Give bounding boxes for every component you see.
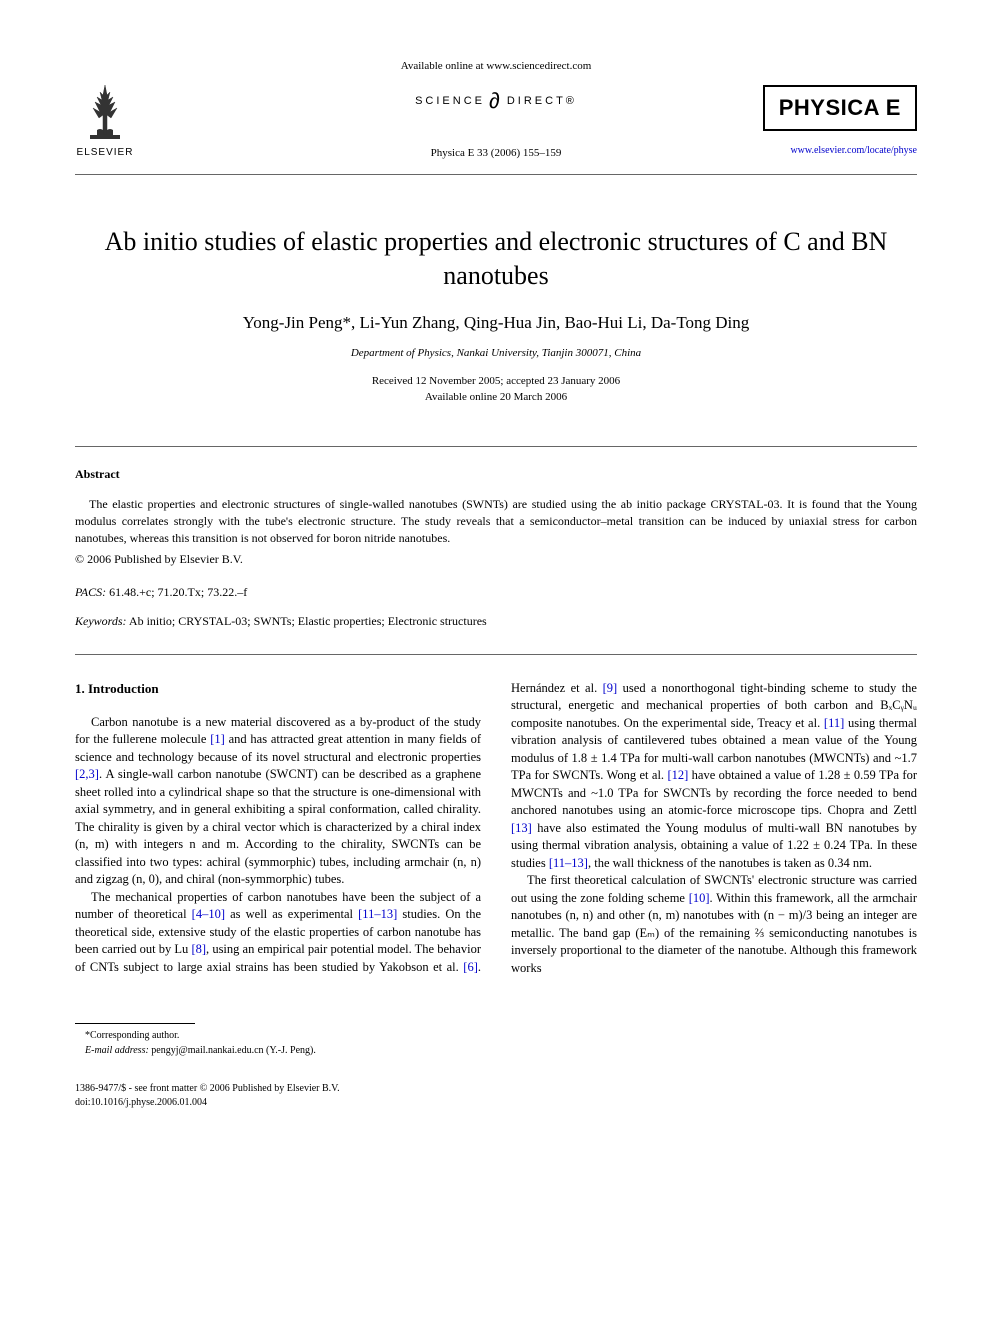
ref-link-11[interactable]: [11–13] [549,856,588,870]
sd-icon: ∂ [489,88,503,114]
physica-e-logo: PHYSICA E [763,85,917,131]
ref-link-5[interactable]: [8] [191,942,206,956]
email-address: pengyj@mail.nankai.edu.cn (Y.-J. Peng). [149,1045,316,1056]
pacs-values: 61.48.+c; 71.20.Tx; 73.22.–f [106,585,247,599]
abstract-section: Abstract The elastic properties and elec… [75,467,917,629]
footnote-divider [75,1023,195,1024]
keywords-label: Keywords: [75,614,127,628]
footer-doi: doi:10.1016/j.physe.2006.01.004 [75,1096,917,1110]
sd-text-right: DIRECT® [507,95,577,107]
header-divider [75,174,917,175]
copyright: © 2006 Published by Elsevier B.V. [75,552,917,567]
article-dates: Received 12 November 2005; accepted 23 J… [75,373,917,406]
article-header: Available online at www.sciencedirect.co… [75,60,917,175]
p2-text-b: as well as experimental [225,907,358,921]
abstract-bottom-divider [75,654,917,655]
section-1-heading: 1. Introduction [75,680,481,698]
pacs-label: PACS: [75,585,106,599]
sd-text-left: SCIENCE [415,95,485,107]
abstract-text: The elastic properties and electronic st… [75,496,917,548]
footer-issn: 1386-9477/$ - see front matter © 2006 Pu… [75,1082,917,1096]
elsevier-tree-icon [75,80,135,145]
email-footnote: E-mail address: pengyj@mail.nankai.edu.c… [75,1043,917,1058]
science-direct-logo: SCIENCE ∂ DIRECT® [415,88,577,114]
ref-link-12[interactable]: [10] [689,891,710,905]
affiliation: Department of Physics, Nankai University… [75,347,917,359]
available-date: Available online 20 March 2006 [75,389,917,406]
ref-link-7[interactable]: [9] [603,681,618,695]
elsevier-logo: ELSEVIER [75,80,135,158]
ref-link-6[interactable]: [6] [463,960,478,974]
paragraph-1: Carbon nanotube is a new material discov… [75,714,481,889]
elsevier-text: ELSEVIER [75,147,135,158]
title-section: Ab initio studies of elastic properties … [75,225,917,406]
footnote-section: *Corresponding author. E-mail address: p… [75,1017,917,1058]
ref-link-4[interactable]: [11–13] [358,907,397,921]
abstract-heading: Abstract [75,467,917,482]
ref-link-9[interactable]: [12] [667,768,688,782]
journal-url-link[interactable]: www.elsevier.com/locate/physe [790,145,917,156]
ref-link-2[interactable]: [2,3] [75,767,99,781]
available-online-text: Available online at www.sciencedirect.co… [75,60,917,72]
ref-link-1[interactable]: [1] [210,732,225,746]
email-label: E-mail address: [85,1045,149,1056]
keywords-values: Ab initio; CRYSTAL-03; SWNTs; Elastic pr… [127,614,487,628]
keywords: Keywords: Ab initio; CRYSTAL-03; SWNTs; … [75,614,917,629]
ref-link-8[interactable]: [11] [824,716,844,730]
footer-section: 1386-9477/$ - see front matter © 2006 Pu… [75,1082,917,1110]
body-columns: 1. Introduction Carbon nanotube is a new… [75,680,917,978]
authors: Yong-Jin Peng*, Li-Yun Zhang, Qing-Hua J… [75,313,917,333]
ref-link-3[interactable]: [4–10] [192,907,225,921]
p2-text-k: , the wall thickness of the nanotubes is… [588,856,872,870]
paragraph-3: The first theoretical calculation of SWC… [511,872,917,977]
p2-text-d: , using an empirical pair potential mode… [206,942,415,956]
corresponding-author: *Corresponding author. [75,1028,917,1043]
received-date: Received 12 November 2005; accepted 23 J… [75,373,917,390]
ref-link-10[interactable]: [13] [511,821,532,835]
abstract-top-divider [75,446,917,447]
pacs: PACS: 61.48.+c; 71.20.Tx; 73.22.–f [75,585,917,600]
article-title: Ab initio studies of elastic properties … [75,225,917,293]
body-section: 1. Introduction Carbon nanotube is a new… [75,680,917,978]
p1-text-c: . A single-wall carbon nanotube (SWCNT) … [75,767,481,886]
